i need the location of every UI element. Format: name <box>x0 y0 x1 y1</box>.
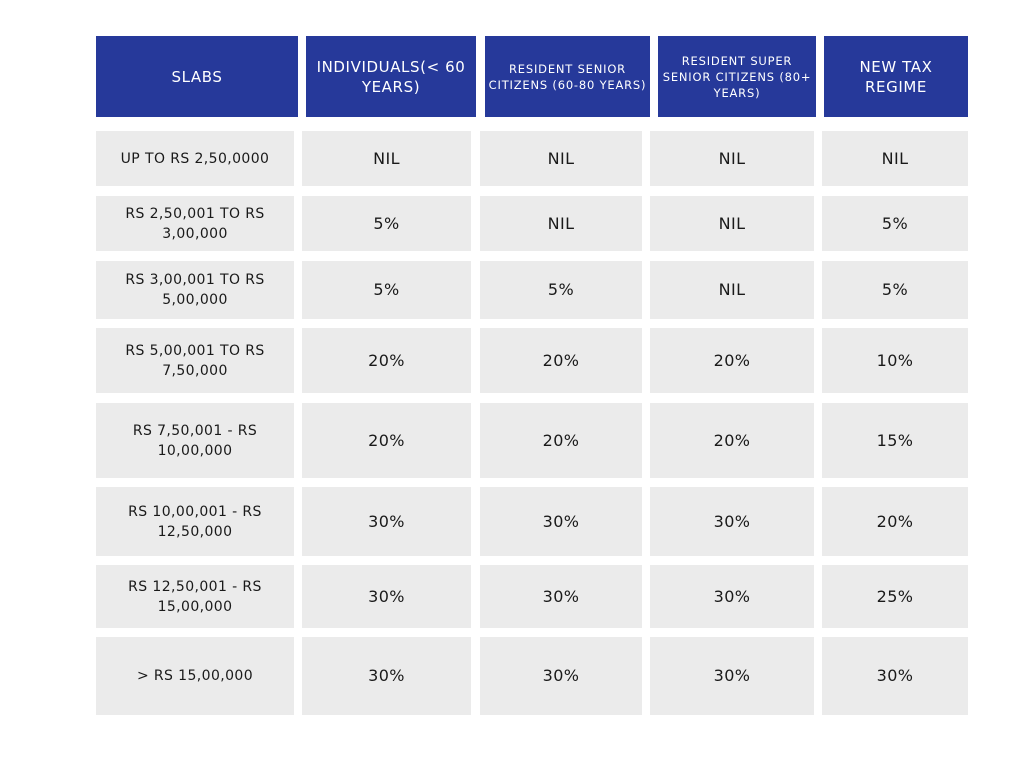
row-2-super-senior: NIL <box>650 261 814 319</box>
row-7-new-regime: 30% <box>822 637 968 715</box>
row-6-slab: RS 12,50,001 - RS 15,00,000 <box>96 565 294 628</box>
row-1-super-senior: NIL <box>650 196 814 251</box>
row-5-individuals: 30% <box>302 487 471 556</box>
row-6-super-senior: 30% <box>650 565 814 628</box>
row-0-new-regime: NIL <box>822 131 968 186</box>
row-3-new-regime: 10% <box>822 328 968 393</box>
row-7-individuals: 30% <box>302 637 471 715</box>
row-0-senior: NIL <box>480 131 642 186</box>
row-5-new-regime: 20% <box>822 487 968 556</box>
header-slabs: SLABS <box>96 36 298 117</box>
row-6-individuals: 30% <box>302 565 471 628</box>
row-7-slab: > RS 15,00,000 <box>96 637 294 715</box>
row-6-senior: 30% <box>480 565 642 628</box>
row-4-new-regime: 15% <box>822 403 968 478</box>
row-5-super-senior: 30% <box>650 487 814 556</box>
row-5-slab: RS 10,00,001 - RS 12,50,000 <box>96 487 294 556</box>
header-individuals: INDIVIDUALS(< 60 YEARS) <box>306 36 476 117</box>
row-1-senior: NIL <box>480 196 642 251</box>
row-0-individuals: NIL <box>302 131 471 186</box>
row-7-senior: 30% <box>480 637 642 715</box>
row-0-slab: UP TO RS 2,50,0000 <box>96 131 294 186</box>
row-1-individuals: 5% <box>302 196 471 251</box>
row-3-senior: 20% <box>480 328 642 393</box>
row-2-slab: RS 3,00,001 TO RS 5,00,000 <box>96 261 294 319</box>
row-4-slab: RS 7,50,001 - RS 10,00,000 <box>96 403 294 478</box>
row-1-slab: RS 2,50,001 TO RS 3,00,000 <box>96 196 294 251</box>
header-senior-citizens: RESIDENT SENIOR CITIZENS (60-80 YEARS) <box>485 36 650 117</box>
row-2-senior: 5% <box>480 261 642 319</box>
row-2-new-regime: 5% <box>822 261 968 319</box>
row-2-individuals: 5% <box>302 261 471 319</box>
row-4-senior: 20% <box>480 403 642 478</box>
row-5-senior: 30% <box>480 487 642 556</box>
row-6-new-regime: 25% <box>822 565 968 628</box>
row-3-slab: RS 5,00,001 TO RS 7,50,000 <box>96 328 294 393</box>
header-super-senior-citizens: RESIDENT SUPER SENIOR CITIZENS (80+ YEAR… <box>658 36 816 117</box>
row-0-super-senior: NIL <box>650 131 814 186</box>
row-1-new-regime: 5% <box>822 196 968 251</box>
row-7-super-senior: 30% <box>650 637 814 715</box>
row-3-super-senior: 20% <box>650 328 814 393</box>
row-3-individuals: 20% <box>302 328 471 393</box>
row-4-individuals: 20% <box>302 403 471 478</box>
row-4-super-senior: 20% <box>650 403 814 478</box>
header-new-tax-regime: NEW TAX REGIME <box>824 36 968 117</box>
